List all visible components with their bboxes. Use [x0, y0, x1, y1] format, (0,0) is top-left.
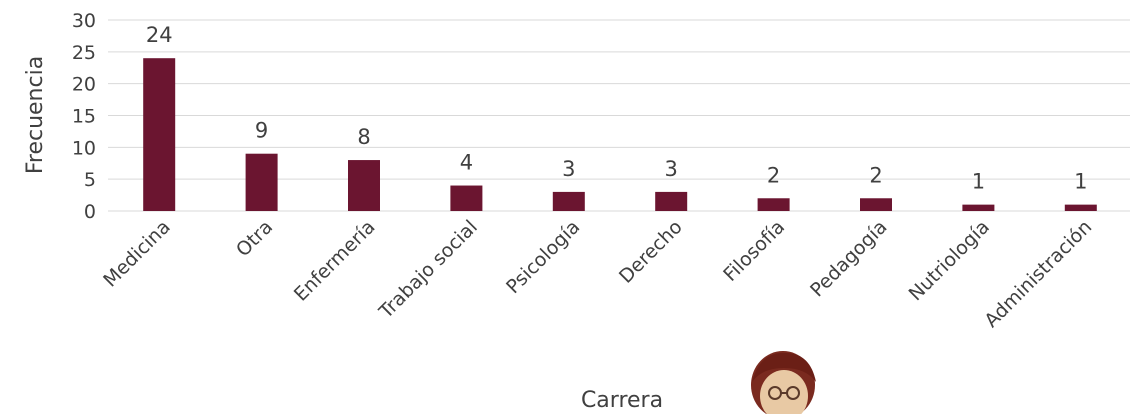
portrait-icon [751, 351, 816, 414]
bar [757, 198, 790, 211]
data-label: 2 [767, 163, 780, 187]
category-label: Nutriología [905, 216, 994, 305]
y-tick-label: 5 [84, 169, 96, 191]
category-label: Otra [232, 216, 277, 261]
data-label: 3 [562, 157, 575, 181]
y-axis-title: Frecuencia [23, 56, 48, 174]
y-tick-label: 30 [72, 10, 96, 32]
data-label: 9 [255, 119, 268, 143]
y-tick-label: 10 [72, 137, 96, 159]
bar [552, 191, 585, 211]
data-label: 4 [460, 151, 473, 175]
bar [655, 191, 688, 211]
bar [450, 185, 483, 211]
data-label: 3 [665, 157, 678, 181]
data-label: 24 [146, 23, 173, 47]
bar [1064, 204, 1097, 211]
category-label: Derecho [615, 216, 687, 288]
bar [962, 204, 995, 211]
category-label: Pedagogía [806, 216, 891, 301]
category-label: Medicina [99, 216, 175, 292]
category-label: Enfermería [290, 216, 380, 306]
gridlines [108, 19, 1130, 212]
y-tick-label: 25 [72, 42, 96, 64]
bar [860, 198, 892, 211]
bar [245, 153, 278, 211]
data-label: 1 [972, 170, 985, 194]
category-label: Psicología [502, 216, 584, 298]
bar [348, 160, 380, 211]
category-label: Trabajo social [374, 216, 482, 324]
bar [143, 58, 176, 212]
data-label: 8 [357, 125, 370, 149]
x-axis-title: Carrera [581, 388, 663, 413]
y-axis-ticks: 0 5 10 15 20 25 30 [72, 10, 96, 223]
data-labels: 24 9 8 4 3 3 2 2 1 1 [146, 23, 1088, 193]
category-label: Filosofía [719, 216, 789, 286]
data-label: 2 [869, 163, 882, 187]
bars [143, 58, 1097, 212]
y-tick-label: 20 [72, 74, 96, 96]
y-tick-label: 0 [84, 201, 96, 223]
y-tick-label: 15 [72, 106, 96, 128]
category-label: Administración [980, 216, 1096, 332]
data-label: 1 [1074, 170, 1087, 194]
